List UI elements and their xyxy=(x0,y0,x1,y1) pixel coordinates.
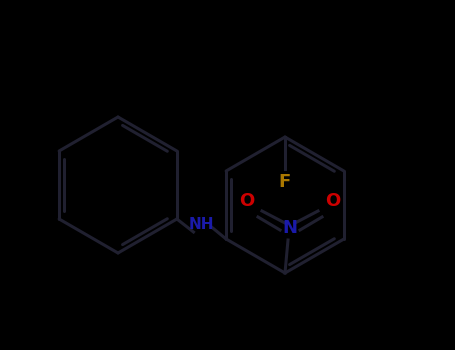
Text: NH: NH xyxy=(189,217,214,232)
Text: O: O xyxy=(239,192,255,210)
Text: N: N xyxy=(283,219,298,237)
Text: F: F xyxy=(279,173,291,191)
Text: O: O xyxy=(325,192,341,210)
